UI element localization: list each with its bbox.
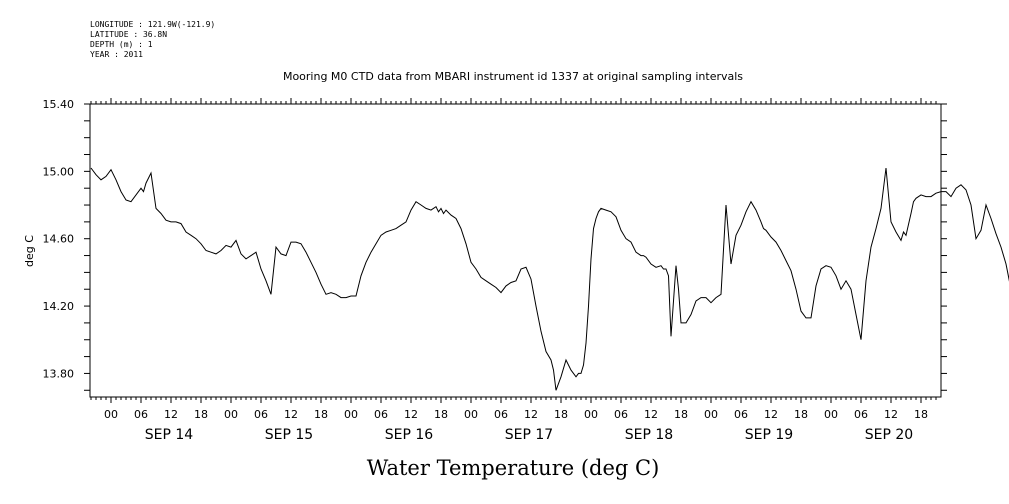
day-label: SEP 15 bbox=[265, 427, 313, 443]
x-tick-label: 12 bbox=[524, 408, 538, 421]
x-tick-label: 18 bbox=[194, 408, 208, 421]
day-label: SEP 19 bbox=[745, 427, 793, 443]
x-tick-label: 06 bbox=[374, 408, 388, 421]
x-tick-label: 12 bbox=[884, 408, 898, 421]
x-axis-label: Water Temperature (deg C) bbox=[367, 456, 660, 480]
plot-frame bbox=[89, 103, 942, 398]
x-tick-label: 06 bbox=[854, 408, 868, 421]
x-tick-label: 18 bbox=[914, 408, 928, 421]
x-tick-label: 00 bbox=[464, 408, 478, 421]
x-tick-labels: 00 06 12 18 00 06 12 18 00 06 12 18 00 06 12 18 00 06 12 18… bbox=[104, 408, 928, 421]
x-tick-label: 00 bbox=[104, 408, 118, 421]
longitude-line: LONGITUDE : 121.9W(-121.9) bbox=[90, 20, 216, 29]
y-tick-labels: 15.40 15.00 14.60 14.20 13.80 bbox=[43, 98, 75, 380]
y-tick-label: 14.60 bbox=[43, 233, 75, 246]
x-tick-label: 06 bbox=[614, 408, 628, 421]
x-tick-label: 06 bbox=[134, 408, 148, 421]
x-tick-label: 00 bbox=[224, 408, 238, 421]
x-tick-label: 12 bbox=[404, 408, 418, 421]
x-tick-label: 12 bbox=[164, 408, 178, 421]
latitude-line: LATITUDE : 36.8N bbox=[90, 30, 168, 39]
y-tick-label: 13.80 bbox=[43, 367, 75, 380]
x-tick-label: 12 bbox=[644, 408, 658, 421]
day-label: SEP 17 bbox=[505, 427, 553, 443]
x-tick-label: 06 bbox=[494, 408, 508, 421]
y-tick-label: 14.20 bbox=[43, 300, 75, 313]
year-line: YEAR : 2011 bbox=[90, 50, 143, 59]
x-tick-label: 00 bbox=[704, 408, 718, 421]
x-tick-label: 18 bbox=[674, 408, 688, 421]
day-label: SEP 14 bbox=[145, 427, 194, 443]
x-tick-label: 00 bbox=[344, 408, 358, 421]
day-label: SEP 16 bbox=[385, 427, 434, 443]
metadata-block: LONGITUDE : 121.9W(-121.9) LATITUDE : 36… bbox=[90, 20, 215, 60]
chart-title: Mooring M0 CTD data from MBARI instrumen… bbox=[283, 70, 743, 83]
x-tick-label: 18 bbox=[794, 408, 808, 421]
x-tick-label: 12 bbox=[764, 408, 778, 421]
x-tick-label: 18 bbox=[314, 408, 328, 421]
x-tick-label: 12 bbox=[284, 408, 298, 421]
x-tick-label: 00 bbox=[584, 408, 598, 421]
depth-line: DEPTH (m) : 1 bbox=[90, 40, 153, 49]
day-label: SEP 20 bbox=[865, 427, 913, 443]
x-tick-label: 18 bbox=[434, 408, 448, 421]
x-tick-label: 18 bbox=[554, 408, 568, 421]
y-tick-label: 15.40 bbox=[43, 98, 75, 111]
x-tick-label: 00 bbox=[824, 408, 838, 421]
x-tick-label: 06 bbox=[254, 408, 268, 421]
y-axis-label: deg C bbox=[23, 235, 36, 267]
y-tick-label: 15.00 bbox=[43, 165, 75, 178]
axis-ticks bbox=[84, 98, 947, 403]
x-tick-label: 06 bbox=[734, 408, 748, 421]
day-labels: SEP 14 SEP 15 SEP 16 SEP 17 SEP 18 SEP 19 SEP … bbox=[145, 427, 913, 443]
day-label: SEP 18 bbox=[625, 427, 673, 443]
temperature-series-line bbox=[90, 167, 1009, 391]
